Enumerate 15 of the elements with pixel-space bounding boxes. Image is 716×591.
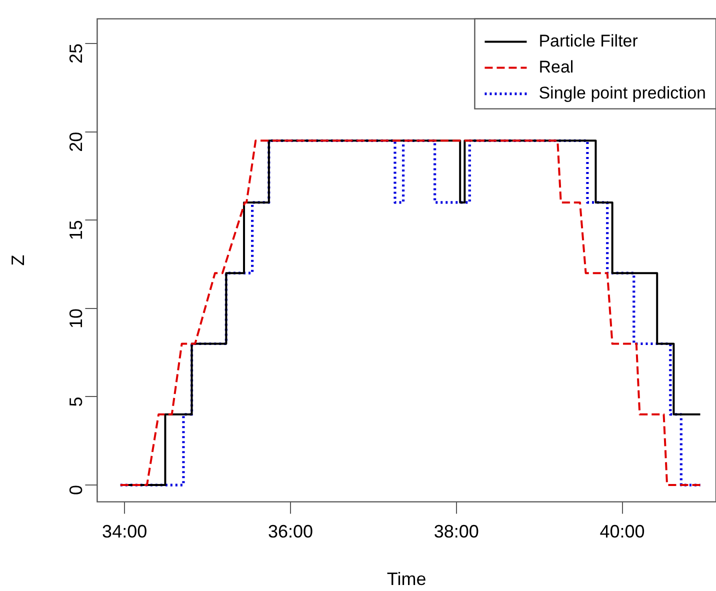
y-tick-label: 10: [66, 308, 86, 328]
y-tick-label: 25: [66, 44, 86, 64]
y-tick-label: 5: [66, 396, 86, 407]
x-tick-label: 34:00: [102, 522, 148, 542]
legend-label: Real: [538, 57, 574, 76]
x-axis-title: Time: [386, 569, 426, 590]
legend-label: Particle Filter: [538, 31, 638, 50]
y-axis-title: Z: [8, 254, 28, 266]
y-tick-label: 15: [66, 220, 86, 240]
y-tick-label: 20: [66, 132, 86, 152]
legend-label: Single point prediction: [538, 83, 706, 102]
x-tick-label: 38:00: [434, 522, 479, 542]
x-tick-label: 40:00: [600, 522, 645, 542]
y-tick-label: 0: [66, 485, 86, 496]
x-tick-label: 36:00: [268, 522, 313, 542]
